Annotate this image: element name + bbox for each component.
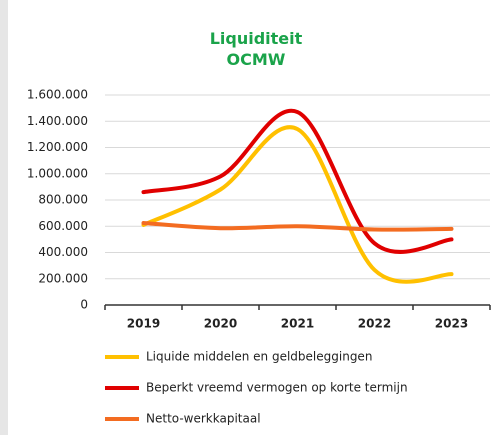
y-tick-label: 1.600.000 [27, 88, 88, 102]
x-tick-label: 2021 [281, 317, 314, 331]
x-tick-label: 2020 [204, 317, 237, 331]
y-tick-label: 1.200.000 [27, 140, 88, 154]
series-line [141, 125, 454, 284]
x-tick-label: 2023 [435, 317, 468, 331]
x-tick-label: 2022 [358, 317, 391, 331]
y-tick-label: 800.000 [38, 193, 88, 207]
legend-label: Liquide middelen en geldbeleggingen [146, 350, 372, 364]
x-tick-label: 2019 [127, 317, 160, 331]
series-line [141, 108, 454, 254]
y-tick-label: 0 [80, 298, 88, 312]
y-tick-label: 200.000 [38, 271, 88, 285]
legend-label: Beperkt vreemd vermogen op korte termijn [146, 381, 408, 395]
y-tick-label: 400.000 [38, 245, 88, 259]
panel-edge [0, 0, 8, 435]
legend-label: Netto-werkkapitaal [146, 412, 261, 426]
y-tick-label: 600.000 [38, 219, 88, 233]
series-line [141, 220, 454, 232]
y-tick-label: 1.000.000 [27, 166, 88, 180]
y-tick-label: 1.400.000 [27, 114, 88, 128]
chart-title: Liquiditeit OCMW [209, 29, 303, 69]
